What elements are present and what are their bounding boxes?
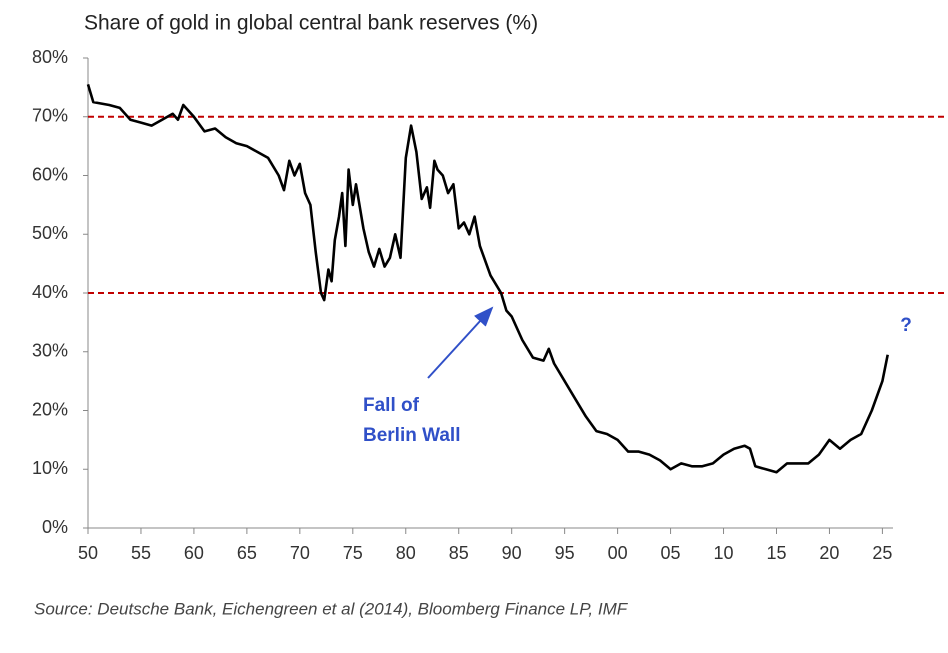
- x-tick-label: 65: [237, 543, 257, 563]
- y-tick-label: 60%: [32, 164, 68, 184]
- x-tick-label: 95: [555, 543, 575, 563]
- x-tick-label: 90: [502, 543, 522, 563]
- annotation-arrow: [427, 306, 494, 379]
- x-tick-label: 05: [661, 543, 681, 563]
- x-tick-label: 85: [449, 543, 469, 563]
- x-tick-label: 70: [290, 543, 310, 563]
- annotation-text: Berlin Wall: [363, 425, 460, 446]
- y-tick-label: 80%: [32, 47, 68, 67]
- y-tick-label: 30%: [32, 341, 68, 361]
- x-tick-label: 50: [78, 543, 98, 563]
- y-tick-label: 50%: [32, 223, 68, 243]
- x-tick-label: 10: [714, 543, 734, 563]
- x-tick-label: 25: [872, 543, 892, 563]
- x-tick-label: 80: [396, 543, 416, 563]
- line-series: [86, 84, 889, 474]
- x-tick-label: 60: [184, 543, 204, 563]
- source-note: Source: Deutsche Bank, Eichengreen et al…: [34, 599, 629, 618]
- x-tick-label: 15: [766, 543, 786, 563]
- y-tick-label: 10%: [32, 458, 68, 478]
- y-tick-label: 40%: [32, 282, 68, 302]
- y-tick-label: 0%: [42, 517, 68, 537]
- annotation-text: Fall of: [363, 395, 420, 416]
- x-tick-label: 55: [131, 543, 151, 563]
- x-tick-label: 00: [608, 543, 628, 563]
- x-tick-label: 20: [819, 543, 839, 563]
- annotation-text: ?: [900, 315, 912, 336]
- chart-title: Share of gold in global central bank res…: [84, 12, 538, 35]
- y-tick-label: 20%: [32, 399, 68, 419]
- x-tick-label: 75: [343, 543, 363, 563]
- y-tick-label: 70%: [32, 106, 68, 126]
